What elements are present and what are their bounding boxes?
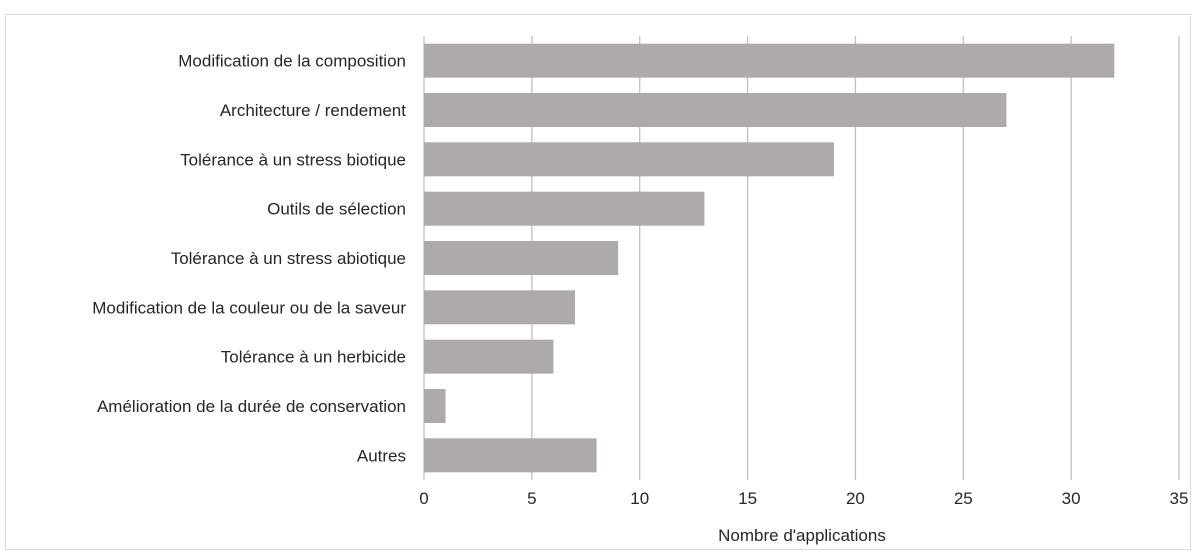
x-tick-labels: 0 5 10 15 20 25 30 35 [419,489,1188,508]
x-tick-label: 10 [630,489,649,508]
category-label: Tolérance à un herbicide [221,348,406,367]
bar [424,191,705,226]
bar [424,339,554,374]
category-label: Modification de la composition [178,52,406,71]
category-label: Modification de la couleur ou de la save… [92,298,406,317]
chart-frame [5,14,1191,550]
bar [424,290,575,325]
category-label: Outils de sélection [267,200,406,219]
x-tick-label: 15 [738,489,757,508]
category-label: Tolérance à un stress biotique [180,150,406,169]
category-label: Architecture / rendement [220,101,406,120]
category-label: Autres [357,446,406,465]
bar [424,241,619,275]
category-label: Tolérance à un stress abiotique [171,249,406,268]
bars [424,43,1115,473]
category-labels: Modification de la composition Architectu… [92,52,406,466]
x-axis-title: Nombre d'applications [718,526,886,545]
category-label: Amélioration de la durée de conservation [97,397,406,416]
x-tick-label: 20 [846,489,865,508]
bar [424,389,446,423]
x-tick-label: 30 [1062,489,1081,508]
bar [424,43,1115,78]
bar [424,93,1007,127]
x-tick-label: 25 [954,489,973,508]
x-tick-label: 5 [527,489,536,508]
bar [424,438,597,473]
bar [424,142,834,177]
x-tick-label: 0 [419,489,428,508]
x-tick-label: 35 [1170,489,1189,508]
